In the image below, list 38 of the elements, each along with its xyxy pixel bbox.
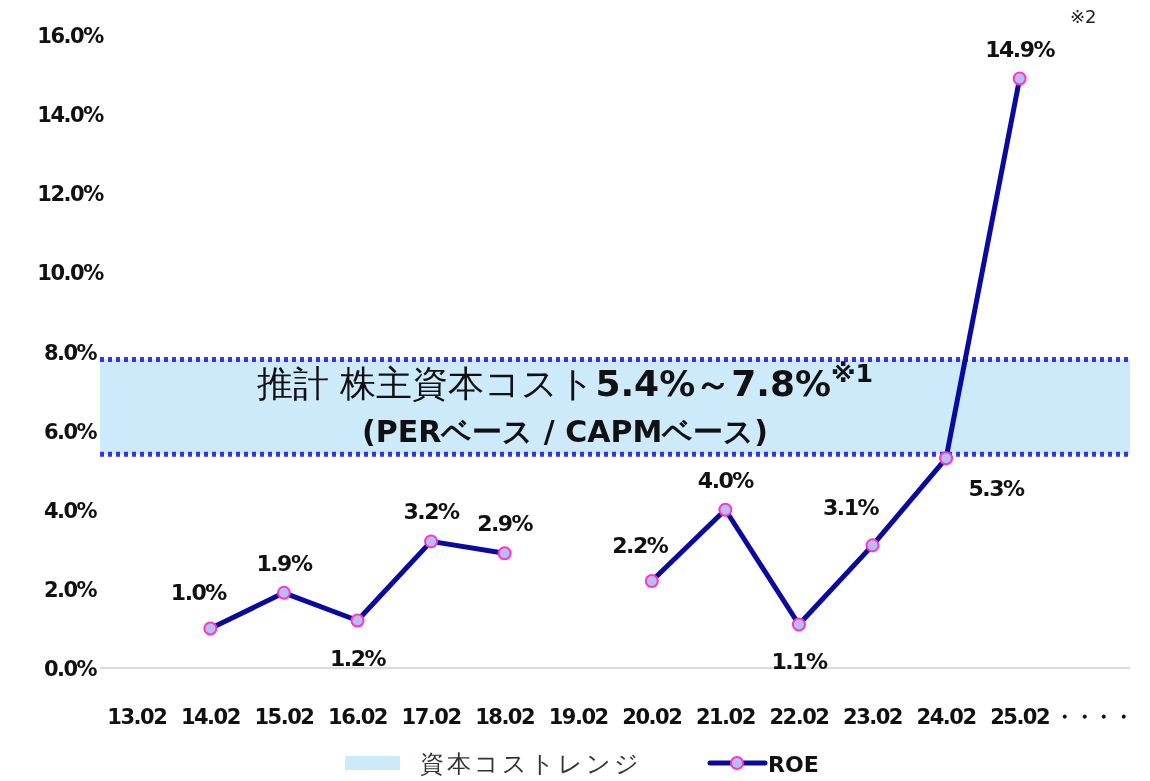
- x-tick-label: 17.02: [401, 705, 461, 729]
- data-label: 3.2%: [403, 499, 461, 525]
- data-label: 3.1%: [822, 495, 880, 521]
- data-label: 5.3%: [968, 476, 1026, 502]
- annotation: (PERベース / CAPMベース): [362, 413, 768, 449]
- x-tick-label: 21.02: [695, 705, 755, 729]
- x-tick-label: 22.02: [769, 705, 829, 729]
- x-tick-label: 20.02: [622, 705, 682, 729]
- data-label: 14.9%: [985, 36, 1056, 62]
- data-label: 2.2%: [612, 532, 669, 558]
- x-tick-label: 19.02: [548, 705, 608, 729]
- x-tick-label: 24.02: [916, 705, 976, 729]
- x-tick-label: 15.02: [254, 705, 314, 729]
- x-tick-label: ・・・・: [1054, 705, 1133, 729]
- y-tick-label: 2.0%: [43, 577, 98, 602]
- data-label: 1.0%: [170, 580, 228, 606]
- y-tick-label: 12.0%: [37, 182, 105, 207]
- data-label: 1.1%: [771, 649, 828, 675]
- text: ※2: [1070, 6, 1097, 27]
- x-tick-label: 16.02: [328, 705, 387, 729]
- y-tick-label: 4.0%: [43, 498, 98, 523]
- data-label: 1.9%: [256, 550, 313, 576]
- data-label: 1.2%: [329, 645, 387, 671]
- legend-label: 資本コストレンジ: [420, 750, 642, 778]
- y-tick-label: 16.0%: [37, 24, 105, 48]
- data-label: 4.0%: [697, 467, 755, 493]
- x-tick-label: 14.02: [180, 705, 240, 729]
- legend-label: ROE: [768, 752, 819, 777]
- data-label: 2.9%: [477, 511, 534, 537]
- y-tick-label: 14.0%: [37, 103, 105, 128]
- y-tick-label: 0.0%: [43, 657, 98, 681]
- x-tick-label: 23.02: [843, 705, 902, 729]
- x-tick-label: 25.02: [990, 705, 1050, 729]
- y-tick-label: 10.0%: [37, 261, 105, 286]
- x-tick-label: 18.02: [475, 705, 535, 729]
- y-tick-label: 8.0%: [43, 340, 98, 365]
- x-tick-label: 13.02: [107, 705, 167, 729]
- y-tick-label: 6.0%: [43, 419, 98, 444]
